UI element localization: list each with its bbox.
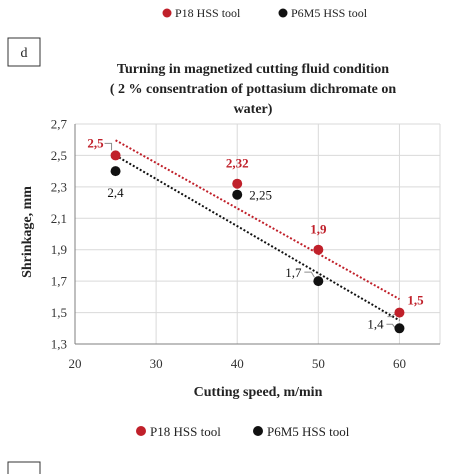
data-label-p18: 2,32 bbox=[226, 156, 249, 171]
y-axis-title: Shrinkage, mm bbox=[20, 186, 35, 278]
x-tick-label: 60 bbox=[393, 356, 406, 371]
data-point-p18 bbox=[110, 150, 121, 161]
x-tick-label: 20 bbox=[69, 356, 82, 371]
chart-title-line-1: Turning in magnetized cutting fluid cond… bbox=[117, 62, 389, 77]
data-points bbox=[110, 150, 405, 334]
data-point-p18 bbox=[232, 178, 243, 189]
top-legend: P18 HSS tool P6M5 HSS tool bbox=[162, 6, 368, 20]
data-label-p18: 2,5 bbox=[87, 135, 104, 150]
label-leader-line bbox=[304, 271, 315, 278]
y-tick-label: 1,3 bbox=[51, 337, 67, 352]
x-tick-label: 50 bbox=[312, 356, 325, 371]
panel-label-box bbox=[7, 37, 41, 67]
data-point-p18 bbox=[394, 307, 405, 318]
panel-label-text: d bbox=[21, 46, 28, 61]
top-legend-marker-p18 bbox=[162, 8, 172, 18]
trendlines bbox=[115, 139, 400, 322]
y-tick-label: 1,5 bbox=[51, 305, 67, 320]
chart-title-line-3: water) bbox=[234, 102, 273, 117]
top-legend-label-p18: P18 HSS tool bbox=[175, 6, 241, 20]
y-tick-label: 2,7 bbox=[51, 117, 68, 132]
y-tick-labels: 1,3 1,5 1,7 1,9 2,1 2,3 2,5 2,7 bbox=[51, 117, 68, 352]
y-tick-label: 1,7 bbox=[51, 274, 68, 289]
top-legend-marker-p6m5 bbox=[278, 8, 288, 18]
data-label-p6m5: 1,7 bbox=[285, 265, 302, 280]
data-label-p6m5: 1,4 bbox=[367, 316, 384, 331]
data-label-p18: 1,9 bbox=[310, 222, 327, 237]
data-point-p6m5 bbox=[313, 276, 324, 287]
label-leader-line bbox=[386, 323, 396, 329]
y-tick-label: 2,5 bbox=[51, 148, 67, 163]
bottom-legend-label-p6m5: P6M5 HSS tool bbox=[267, 424, 350, 439]
y-tick-label: 1,9 bbox=[51, 242, 67, 257]
x-tick-label: 40 bbox=[231, 356, 244, 371]
data-point-p6m5 bbox=[394, 323, 405, 334]
panel-label: d bbox=[7, 37, 41, 67]
gridlines bbox=[74, 123, 441, 345]
y-tick-label: 2,1 bbox=[51, 211, 67, 226]
label-leader-lines bbox=[104, 142, 396, 329]
data-label-p18: 1,5 bbox=[407, 293, 424, 308]
trendline-p18 bbox=[115, 139, 400, 301]
next-panel-label-box bbox=[7, 461, 41, 474]
data-labels: 2,5 2,32 1,9 1,5 2,4 2,25 1,7 1,4 bbox=[87, 135, 424, 331]
bottom-legend: P18 HSS tool P6M5 HSS tool bbox=[136, 424, 350, 439]
bottom-legend-marker-p6m5 bbox=[253, 426, 263, 436]
chart-title-line-2: ( 2 % consentration of pottasium dichrom… bbox=[110, 82, 397, 97]
data-label-p6m5: 2,25 bbox=[249, 188, 272, 203]
data-label-p6m5: 2,4 bbox=[107, 185, 124, 200]
bottom-legend-label-p18: P18 HSS tool bbox=[150, 424, 221, 439]
chart-title: Turning in magnetized cutting fluid cond… bbox=[110, 62, 397, 117]
axes bbox=[74, 124, 440, 345]
trendline-p6m5 bbox=[115, 154, 400, 322]
data-point-p18 bbox=[313, 244, 324, 255]
y-tick-label: 2,3 bbox=[51, 179, 67, 194]
bottom-legend-marker-p18 bbox=[136, 426, 146, 436]
x-tick-labels: 20 30 40 50 60 bbox=[69, 356, 406, 371]
data-point-p6m5 bbox=[110, 166, 121, 177]
label-leader-line bbox=[104, 142, 113, 151]
x-axis-title: Cutting speed, m/min bbox=[194, 385, 323, 400]
data-point-p6m5 bbox=[232, 189, 243, 200]
x-tick-label: 30 bbox=[150, 356, 163, 371]
top-legend-label-p6m5: P6M5 HSS tool bbox=[291, 6, 368, 20]
label-leader-line bbox=[387, 313, 396, 318]
